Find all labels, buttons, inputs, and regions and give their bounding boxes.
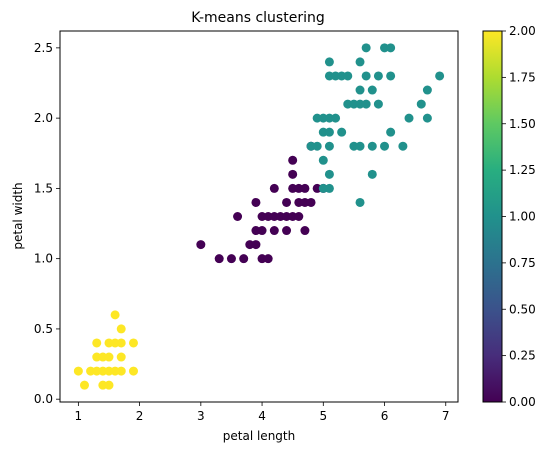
colorbar-tick-label: 2.00	[509, 24, 536, 38]
data-point	[263, 254, 273, 264]
colorbar-tick-label: 1.75	[509, 70, 536, 84]
data-point	[367, 85, 377, 95]
data-point	[367, 169, 377, 179]
colorbar-tick-label: 1.25	[509, 163, 536, 177]
y-tick-label: 1.5	[34, 181, 53, 195]
colorbar: 0.00 0.25 0.50 0.75 1.00 1.25 1.50 1.75 2.00	[482, 24, 536, 409]
colorbar-tick-label: 1.00	[509, 210, 536, 224]
data-point	[435, 71, 445, 81]
data-point	[239, 254, 249, 264]
data-point	[306, 197, 316, 207]
y-axis-label: petal width	[11, 182, 25, 249]
data-point	[233, 212, 243, 221]
data-point	[324, 127, 334, 137]
data-point	[312, 141, 322, 151]
data-point	[116, 352, 126, 362]
data-point	[367, 141, 377, 151]
colorbar-tick-label: 0.25	[509, 349, 536, 363]
x-axis: 1 2 3 4 5 6 7	[75, 402, 450, 423]
data-point	[386, 43, 396, 53]
data-point	[355, 141, 365, 151]
data-point	[343, 71, 353, 81]
data-point	[257, 226, 267, 236]
data-point	[355, 57, 365, 67]
chart-title: K-means clustering	[191, 10, 324, 26]
data-point	[355, 85, 365, 95]
y-tick-label: 2.0	[34, 111, 53, 125]
data-point	[269, 183, 279, 193]
y-tick-label: 1.0	[34, 252, 53, 266]
data-point	[416, 99, 426, 109]
y-tick-label: 0.5	[34, 322, 53, 336]
data-point	[128, 366, 138, 376]
colorbar-tick-label: 0.00	[509, 395, 536, 409]
x-tick-label: 1	[75, 409, 83, 423]
data-point	[324, 169, 334, 179]
data-point	[361, 43, 371, 53]
data-point	[361, 99, 371, 109]
data-point	[116, 324, 126, 334]
data-point	[294, 212, 304, 221]
data-point	[324, 141, 334, 151]
data-point	[226, 254, 236, 264]
data-point	[92, 338, 102, 348]
y-axis: 0.0 0.5 1.0 1.5 2.0 2.5	[34, 41, 60, 406]
data-point	[116, 338, 126, 348]
data-point	[324, 57, 334, 67]
data-point	[331, 113, 341, 123]
colorbar-tick-label: 0.75	[509, 256, 536, 270]
colorbar-tick-label: 0.50	[509, 302, 536, 316]
data-point	[104, 352, 114, 362]
data-point	[288, 155, 298, 165]
colorbar-gradient	[482, 30, 503, 403]
plot-frame	[59, 30, 459, 403]
y-tick-label: 2.5	[34, 41, 53, 55]
data-point	[73, 366, 83, 376]
data-point	[269, 226, 279, 236]
data-point	[104, 380, 114, 390]
x-axis-label: petal length	[223, 429, 295, 443]
data-point	[373, 99, 383, 109]
data-point	[318, 155, 328, 165]
data-point	[288, 169, 298, 179]
data-point	[355, 197, 365, 207]
y-tick-label: 0.0	[34, 392, 53, 406]
data-point	[282, 197, 292, 207]
data-points	[73, 43, 445, 390]
data-point	[337, 127, 347, 137]
colorbar-ticks: 0.00 0.25 0.50 0.75 1.00 1.25 1.50 1.75 2.00	[502, 24, 536, 409]
data-point	[386, 71, 396, 81]
data-point	[251, 197, 261, 207]
data-point	[110, 310, 120, 320]
data-point	[128, 338, 138, 348]
data-point	[373, 71, 383, 81]
x-tick-label: 7	[442, 409, 450, 423]
data-point	[214, 254, 224, 264]
data-point	[196, 240, 206, 250]
data-point	[324, 183, 334, 193]
data-point	[116, 366, 126, 376]
x-tick-label: 5	[319, 409, 327, 423]
data-point	[282, 226, 292, 236]
x-tick-label: 2	[136, 409, 144, 423]
data-point	[398, 141, 408, 151]
data-point	[300, 183, 310, 193]
x-tick-label: 4	[258, 409, 266, 423]
colorbar-tick-label: 1.50	[509, 117, 536, 131]
data-point	[361, 71, 371, 81]
plot-area: 1 2 3 4 5 6 7 0.0 0.5 1.0 1.5 2.0 2.5	[34, 30, 459, 423]
data-point	[300, 226, 310, 236]
data-point	[404, 113, 414, 123]
data-point	[380, 141, 390, 151]
data-point	[386, 127, 396, 137]
data-point	[251, 240, 261, 250]
x-tick-label: 6	[381, 409, 389, 423]
data-point	[79, 380, 89, 390]
x-tick-label: 3	[197, 409, 205, 423]
data-point	[422, 85, 432, 95]
data-point	[422, 113, 432, 123]
